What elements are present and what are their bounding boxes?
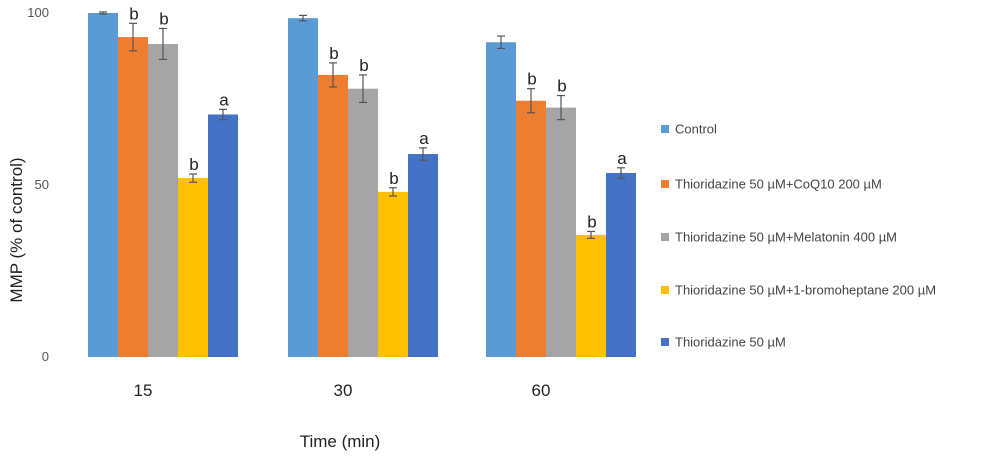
bar xyxy=(178,178,208,357)
legend-label: Thioridazine 50 µM+Melatonin 400 µM xyxy=(675,230,897,245)
significance-label: a xyxy=(617,149,627,168)
bar xyxy=(288,18,318,357)
significance-label: b xyxy=(557,77,566,96)
bar xyxy=(378,191,408,357)
significance-label: b xyxy=(159,9,168,28)
legend-label: Thioridazine 50 µM+CoQ10 200 µM xyxy=(675,177,882,192)
significance-label: b xyxy=(587,212,596,231)
bar xyxy=(318,74,348,358)
bar xyxy=(348,88,378,358)
bar xyxy=(148,43,178,358)
legend-swatch xyxy=(661,180,669,188)
bar xyxy=(606,172,636,357)
significance-label: b xyxy=(189,155,198,174)
bar xyxy=(208,114,238,357)
significance-label: b xyxy=(329,44,338,63)
x-tick-label: 30 xyxy=(334,381,353,400)
significance-label: b xyxy=(129,4,138,23)
y-tick-label: 100 xyxy=(27,5,49,20)
x-tick-label: 60 xyxy=(532,381,551,400)
bar xyxy=(408,154,438,357)
bar xyxy=(88,13,118,357)
bar xyxy=(486,42,516,358)
x-tick-label: 15 xyxy=(134,381,153,400)
significance-label: b xyxy=(389,169,398,188)
bar xyxy=(118,37,148,358)
x-axis-title: Time (min) xyxy=(300,432,381,451)
legend-swatch xyxy=(661,125,669,133)
legend-label: Thioridazine 50 µM xyxy=(675,335,786,350)
legend-label: Thioridazine 50 µM+1-bromoheptane 200 µM xyxy=(675,283,936,298)
significance-label: b xyxy=(527,70,536,89)
y-tick-label: 0 xyxy=(42,349,49,364)
significance-label: b xyxy=(359,56,368,75)
significance-label: a xyxy=(419,129,429,148)
significance-label: a xyxy=(219,90,229,109)
bar xyxy=(516,100,546,357)
legend-swatch xyxy=(661,286,669,294)
legend-label: Control xyxy=(675,122,717,137)
legend-swatch xyxy=(661,338,669,346)
y-axis-title: MMP (% of control) xyxy=(7,157,26,302)
legend-swatch xyxy=(661,233,669,241)
bar xyxy=(576,234,606,357)
y-tick-label: 50 xyxy=(35,177,49,192)
bar xyxy=(546,107,576,357)
